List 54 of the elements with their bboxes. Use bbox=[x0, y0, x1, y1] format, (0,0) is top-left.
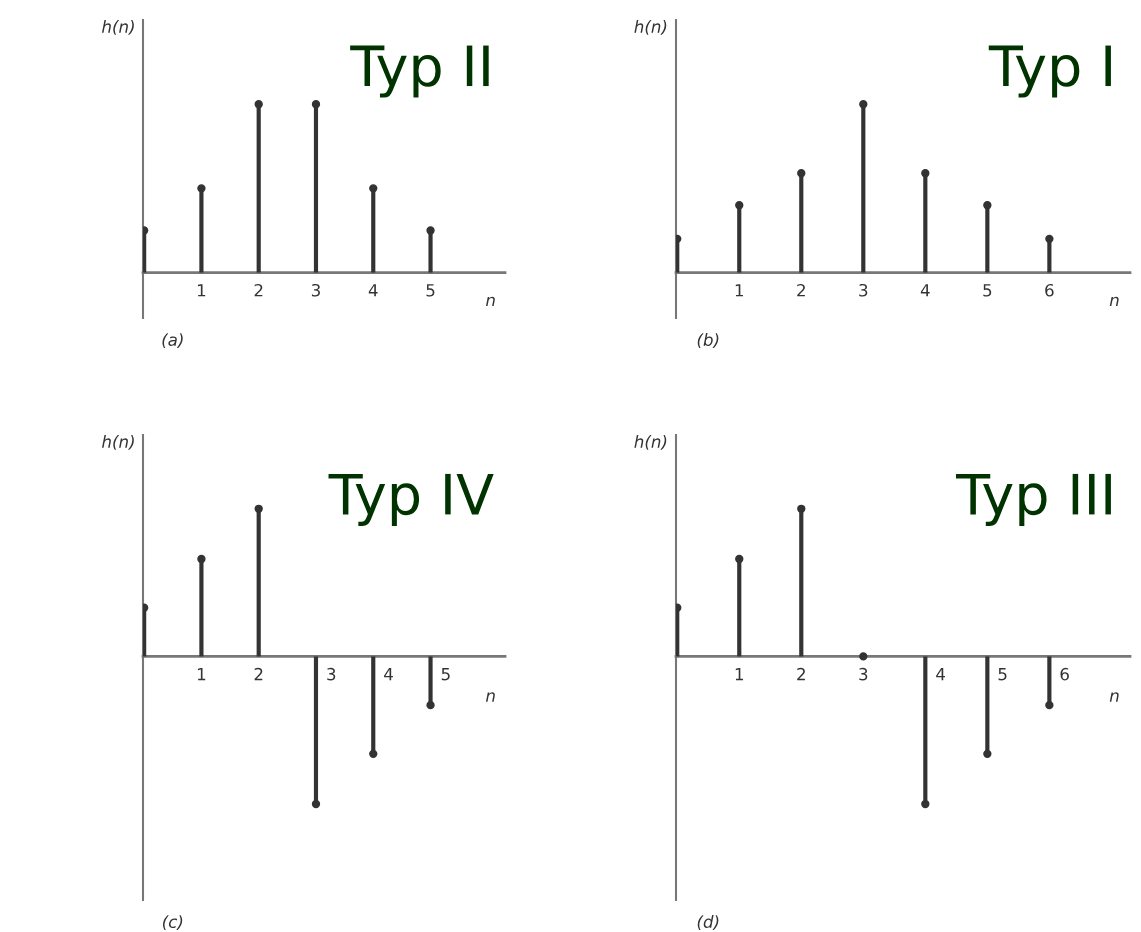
chart-title: Typ I bbox=[988, 45, 1111, 98]
point bbox=[254, 504, 263, 513]
point bbox=[426, 700, 435, 710]
y-axis-title: h(n) bbox=[102, 435, 134, 450]
x-tick-label: 3 bbox=[859, 667, 868, 681]
text: (b) bbox=[697, 333, 719, 348]
point bbox=[735, 201, 744, 210]
x-tick-label: 1 bbox=[197, 668, 206, 681]
point bbox=[859, 100, 868, 109]
text: (c) bbox=[162, 915, 183, 930]
point bbox=[1045, 234, 1054, 244]
x-tick-label: 1 bbox=[735, 668, 744, 681]
x-axis-title: n bbox=[1109, 296, 1119, 307]
x-tick-label: 4 bbox=[936, 668, 945, 681]
point bbox=[311, 799, 321, 809]
x-tick-label: 3 bbox=[327, 667, 336, 681]
x-tick-label: 5 bbox=[441, 668, 450, 681]
x-tick-label: 6 bbox=[1045, 283, 1054, 297]
point bbox=[983, 201, 992, 210]
point bbox=[369, 749, 378, 759]
x-tick-label: 5 bbox=[998, 668, 1007, 681]
x-tick-label: 5 bbox=[983, 284, 992, 297]
x-tick-label: 4 bbox=[368, 284, 378, 297]
x-axis-title: n bbox=[485, 692, 495, 702]
x-tick-label: 3 bbox=[859, 283, 868, 297]
x-tick-label: 4 bbox=[920, 284, 930, 297]
x-tick-label: 3 bbox=[311, 283, 320, 297]
point bbox=[797, 504, 806, 513]
y-axis-title: h(n) bbox=[634, 20, 667, 35]
x-tick-label: 2 bbox=[254, 283, 263, 297]
x-tick-label: 2 bbox=[254, 667, 263, 681]
point bbox=[797, 169, 806, 178]
point bbox=[197, 554, 206, 564]
x-tick-label: 6 bbox=[1060, 667, 1069, 681]
x-tick-label: 2 bbox=[797, 667, 805, 681]
point bbox=[735, 554, 744, 564]
point bbox=[1045, 700, 1054, 710]
chart-title: Typ II bbox=[350, 45, 489, 98]
chart-title: Typ III bbox=[955, 473, 1111, 526]
y-axis-title: h(n) bbox=[102, 20, 134, 35]
point bbox=[983, 749, 992, 759]
point bbox=[921, 169, 930, 178]
x-axis-title: n bbox=[485, 296, 495, 307]
point bbox=[921, 799, 930, 809]
x-tick-label: 1 bbox=[197, 284, 206, 297]
text: (d) bbox=[697, 915, 719, 930]
y-axis-title: h(n) bbox=[634, 435, 667, 450]
x-tick-label: 4 bbox=[384, 668, 393, 681]
x-tick-label: 2 bbox=[797, 283, 805, 297]
x-tick-label: 5 bbox=[426, 284, 435, 297]
chart-title: Typ IV bbox=[328, 473, 494, 526]
x-axis-title: n bbox=[1109, 692, 1119, 702]
text: (a) bbox=[162, 333, 183, 348]
x-tick-label: 1 bbox=[735, 284, 744, 297]
